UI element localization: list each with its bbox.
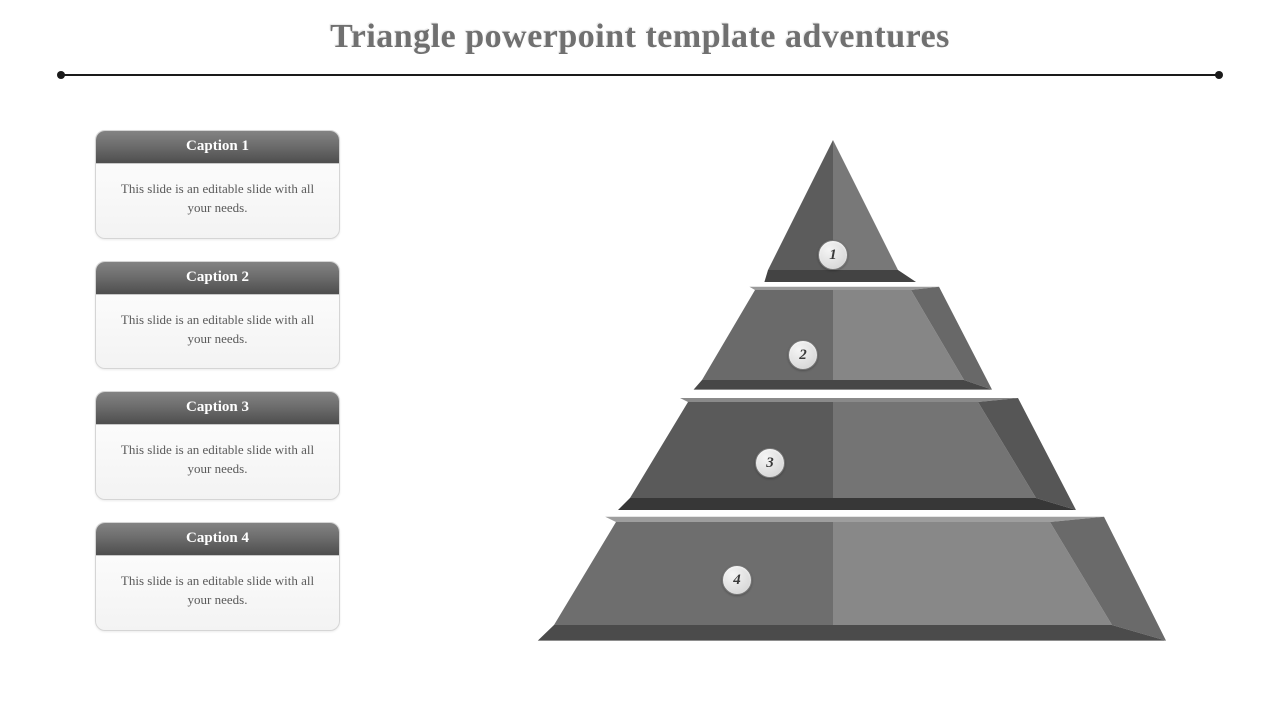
pyramid-badge-2: 2 [788, 340, 818, 370]
caption-header: Caption 4 [96, 523, 339, 556]
caption-body: This slide is an editable slide with all… [96, 295, 339, 369]
divider-dot-right [1215, 71, 1223, 79]
pyramid-diagram: 1 2 3 4 [530, 140, 1210, 700]
caption-card-1: Caption 1 This slide is an editable slid… [95, 130, 340, 239]
captions-panel: Caption 1 This slide is an editable slid… [95, 130, 340, 653]
caption-header: Caption 3 [96, 392, 339, 425]
pyramid-badge-3: 3 [755, 448, 785, 478]
title-divider [60, 70, 1220, 80]
divider-line [60, 74, 1220, 76]
pyramid-badge-4: 4 [722, 565, 752, 595]
caption-body: This slide is an editable slide with all… [96, 556, 339, 630]
caption-body: This slide is an editable slide with all… [96, 425, 339, 499]
pyramid-badge-1: 1 [818, 240, 848, 270]
page-title: Triangle powerpoint template adventures [0, 0, 1280, 56]
caption-body: This slide is an editable slide with all… [96, 164, 339, 238]
caption-card-2: Caption 2 This slide is an editable slid… [95, 261, 340, 370]
pyramid-svg [530, 140, 1210, 700]
caption-header: Caption 1 [96, 131, 339, 164]
caption-card-4: Caption 4 This slide is an editable slid… [95, 522, 340, 631]
caption-header: Caption 2 [96, 262, 339, 295]
caption-card-3: Caption 3 This slide is an editable slid… [95, 391, 340, 500]
